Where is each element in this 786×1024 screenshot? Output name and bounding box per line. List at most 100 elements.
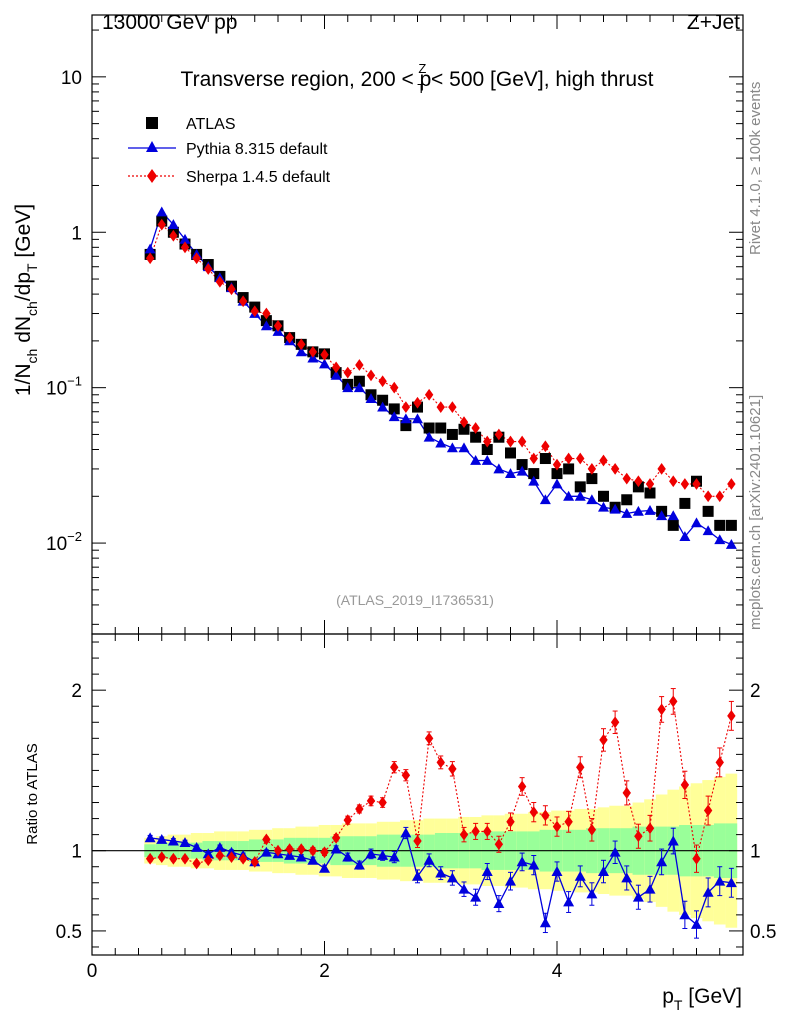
ratio-sherpa-point: [483, 825, 492, 838]
ratio-pythia-point: [260, 846, 272, 857]
ratio-pythia-point: [598, 866, 609, 876]
pythia-point: [493, 463, 505, 474]
ratio-pythia-point: [679, 909, 691, 920]
pythia-line: [149, 210, 732, 546]
ratio-pythia-point: [214, 841, 226, 852]
atlas-point: [551, 468, 563, 480]
pythia-point: [156, 206, 168, 217]
ratio-pythia-point: [412, 870, 423, 881]
sherpa-point: [634, 475, 643, 488]
chart-title: Transverse region, 200 < pZ T < 500 [GeV]…: [181, 61, 654, 96]
sherpa-point: [610, 463, 620, 475]
sherpa-point: [413, 396, 422, 409]
y-tick-label: 1: [71, 223, 82, 244]
ratio-pythia-point: [574, 870, 586, 881]
ratio-pythia-point: [330, 843, 342, 854]
legend-marker-atlas: [146, 117, 158, 129]
pythia-point: [423, 431, 435, 442]
sherpa-point: [355, 359, 364, 371]
pythia-point: [412, 413, 423, 424]
ratio-pythia-point: [528, 859, 540, 870]
ratio-sherpa-point: [645, 822, 655, 835]
sherpa-point: [215, 275, 225, 288]
ratio-pythia-point: [481, 866, 493, 876]
ratio-sherpa-point: [506, 815, 515, 828]
atlas-point: [644, 487, 656, 499]
ratio-sherpa-point: [401, 769, 411, 782]
pythia-point: [621, 508, 633, 518]
sherpa-point: [645, 478, 655, 490]
ratio-pythia-point: [156, 833, 168, 844]
sherpa-point: [517, 435, 527, 448]
ratio-sherpa-point: [541, 809, 550, 822]
ratio-pythia-point: [632, 891, 644, 902]
ratio-pythia-point: [644, 883, 656, 894]
ratio-sherpa-point: [448, 762, 457, 775]
sherpa-point: [378, 375, 387, 388]
data-marks: [144, 206, 737, 939]
sherpa-point: [622, 472, 631, 485]
sherpa-point: [320, 348, 329, 361]
y-tick-label: 10−1: [46, 374, 82, 400]
ratio-sherpa-point: [331, 831, 341, 844]
sherpa-point: [703, 490, 713, 503]
ratio-sherpa-point: [378, 796, 387, 809]
sherpa-point: [308, 345, 318, 358]
sherpa-point: [483, 435, 492, 448]
ratio-pythia-point: [458, 883, 470, 894]
ratio-sherpa-point: [494, 838, 504, 851]
sherpa-point: [494, 428, 504, 441]
ratio-sherpa-point: [273, 844, 283, 857]
sherpa-line: [149, 223, 732, 497]
ratio-pythia-point: [365, 848, 377, 859]
atlas-point: [400, 420, 412, 432]
ratio-tick-label-left: 0.5: [56, 922, 82, 943]
ratio-tick-label-right: 1: [750, 842, 761, 863]
sherpa-point: [169, 229, 178, 242]
atlas-point: [714, 519, 726, 531]
ratio-sherpa-point: [517, 780, 527, 793]
sherpa-point: [727, 478, 736, 490]
sherpa-point: [238, 295, 248, 308]
sherpa-point: [157, 218, 166, 231]
ratio-sherpa-point: [169, 852, 178, 865]
ratio-sherpa-point: [587, 823, 597, 836]
ratio-tick-label-right: 0.5: [750, 922, 776, 943]
ratio-sherpa-point: [692, 852, 701, 865]
sherpa-point: [401, 401, 411, 413]
ratio-sherpa-point: [157, 851, 166, 863]
sherpa-point: [331, 361, 341, 374]
x-axis-label: pT [GeV]: [662, 985, 742, 1013]
atlas-point: [702, 505, 714, 517]
ratio-tick-label-left: 1: [71, 842, 82, 863]
ratio-pythia-point: [714, 875, 726, 886]
sherpa-point: [692, 478, 701, 490]
ratio-pythia-point: [179, 837, 191, 848]
ratio-pythia-point: [516, 856, 528, 867]
sherpa-point: [204, 263, 213, 275]
ratio-sherpa-point: [308, 844, 318, 857]
sherpa-point: [541, 440, 550, 453]
ratio-sherpa-point: [227, 851, 236, 863]
pythia-point: [179, 233, 191, 244]
pythia-point: [551, 478, 563, 489]
ratio-pythia-point: [621, 872, 633, 883]
ratio-sherpa-point: [145, 852, 155, 865]
pythia-point: [714, 534, 726, 545]
sherpa-point: [564, 452, 573, 465]
ratio-sherpa-point: [622, 787, 631, 799]
atlas-point: [586, 473, 598, 485]
atlas-point: [446, 428, 458, 440]
ratio-sherpa-point: [610, 716, 620, 729]
atlas-point: [470, 431, 482, 443]
ratio-pythia-point: [353, 859, 365, 870]
ratio-sherpa-point: [250, 856, 259, 868]
atlas-point: [353, 375, 365, 387]
ratio-sherpa-point: [634, 830, 643, 843]
pythia-point: [365, 393, 377, 404]
ratio-pythia-point: [191, 841, 203, 852]
y-axis-label: 1/Nch dNch/dpT [GeV]: [12, 204, 40, 396]
ratio-pythia-point: [609, 846, 621, 857]
sherpa-point: [180, 241, 190, 254]
sherpa-point: [576, 452, 585, 465]
